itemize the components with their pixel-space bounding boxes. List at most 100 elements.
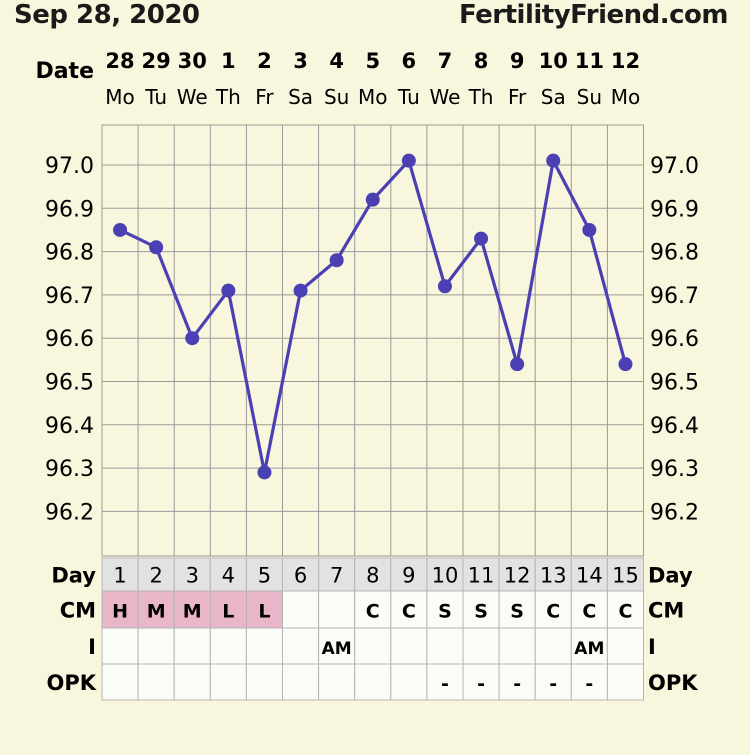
date-label: 30 <box>178 49 207 73</box>
i-row-label-right: I <box>648 635 656 659</box>
y-tick-label-left: 96.4 <box>45 414 94 439</box>
weekday-label: We <box>429 85 460 109</box>
weekday-label: Su <box>324 85 349 109</box>
i-cell <box>173 627 211 665</box>
temperature-point <box>474 231 489 246</box>
y-tick-label-left: 96.9 <box>45 197 94 222</box>
i-cell <box>606 627 645 665</box>
date-label: 4 <box>329 49 344 73</box>
opk-value: - <box>441 673 449 695</box>
weekday-label: Th <box>215 85 241 109</box>
cm-value: C <box>402 601 416 623</box>
i-cell <box>534 627 572 665</box>
y-tick-label-left: 96.8 <box>45 241 94 266</box>
weekday-label: Th <box>468 85 494 109</box>
opk-cell <box>606 663 645 701</box>
day-row-label-left: Day <box>51 564 96 588</box>
i-cell <box>426 627 464 665</box>
cm-value: C <box>582 601 596 623</box>
y-tick-label-right: 96.2 <box>650 500 699 525</box>
cm-value: C <box>618 601 632 623</box>
weekday-label: Sa <box>288 85 313 109</box>
i-value: AM <box>322 639 352 659</box>
cm-cell <box>606 590 645 629</box>
cm-row-label-right: CM <box>648 599 684 623</box>
temperature-point <box>149 240 164 255</box>
y-tick-label-right: 97.0 <box>650 154 699 179</box>
date-label: 29 <box>142 49 171 73</box>
day-value: 6 <box>294 564 307 588</box>
opk-value: - <box>477 673 485 695</box>
date-label: 11 <box>575 49 604 73</box>
day-value: 9 <box>402 564 415 588</box>
cm-cell <box>354 590 392 629</box>
i-cell <box>245 627 283 665</box>
i-cell <box>101 627 139 665</box>
site-name: FertilityFriend.com <box>458 0 729 30</box>
temperature-point <box>437 279 452 294</box>
day-value: 7 <box>330 564 343 588</box>
day-cell <box>426 557 464 592</box>
i-cell <box>137 627 175 665</box>
opk-cell <box>318 663 356 701</box>
day-cell <box>606 557 645 592</box>
date-row-label: Date <box>35 59 94 84</box>
opk-value: - <box>585 673 593 695</box>
day-value: 3 <box>186 564 199 588</box>
date-label: 8 <box>474 49 489 73</box>
day-value: 13 <box>540 564 567 588</box>
cm-value: S <box>438 601 452 623</box>
date-label: 28 <box>105 49 134 73</box>
y-tick-label-left: 96.5 <box>45 371 94 396</box>
date-label: 7 <box>438 49 453 73</box>
date-label: 5 <box>365 49 380 73</box>
opk-cell <box>137 663 175 701</box>
day-value: 5 <box>258 564 271 588</box>
i-row-label-left: I <box>88 635 96 659</box>
opk-cell <box>534 663 572 701</box>
y-tick-label-right: 96.3 <box>650 457 699 482</box>
temperature-point <box>221 283 236 298</box>
weekday-label: Mo <box>358 85 388 109</box>
temperature-point <box>365 192 380 207</box>
opk-cell <box>354 663 392 701</box>
day-cell <box>534 557 572 592</box>
day-row-label-right: Day <box>648 564 693 588</box>
day-cell <box>318 557 356 592</box>
day-value: 12 <box>504 564 531 588</box>
temperature-point <box>293 283 308 298</box>
opk-row-label-right: OPK <box>648 671 698 695</box>
date-label: 2 <box>257 49 272 73</box>
cm-cell <box>390 590 428 629</box>
cm-value: C <box>546 601 560 623</box>
weekday-label: Sa <box>541 85 566 109</box>
cm-cell <box>462 590 500 629</box>
cm-value: H <box>112 601 128 623</box>
y-tick-label-right: 96.9 <box>650 197 699 222</box>
weekday-label: Fr <box>508 85 527 109</box>
weekday-label: We <box>177 85 208 109</box>
day-cell <box>570 557 608 592</box>
cm-row-label-left: CM <box>60 599 96 623</box>
day-cell <box>245 557 283 592</box>
day-value: 15 <box>612 564 639 588</box>
temperature-point <box>257 465 272 480</box>
day-value: 14 <box>576 564 603 588</box>
y-tick-label-left: 96.2 <box>45 500 94 525</box>
y-tick-label-right: 96.8 <box>650 241 699 266</box>
temperature-point <box>618 357 633 372</box>
opk-cell <box>173 663 211 701</box>
y-tick-label-right: 96.4 <box>650 414 699 439</box>
i-value: AM <box>574 639 604 659</box>
day-value: 11 <box>468 564 495 588</box>
chart-date: Sep 28, 2020 <box>14 0 200 30</box>
cm-value: M <box>147 601 166 623</box>
i-cell <box>354 627 392 665</box>
opk-cell <box>209 663 247 701</box>
cm-cell <box>209 590 247 629</box>
y-tick-label-right: 96.6 <box>650 327 699 352</box>
opk-cell <box>462 663 500 701</box>
weekday-label: Mo <box>105 85 135 109</box>
cm-cell <box>245 590 283 629</box>
